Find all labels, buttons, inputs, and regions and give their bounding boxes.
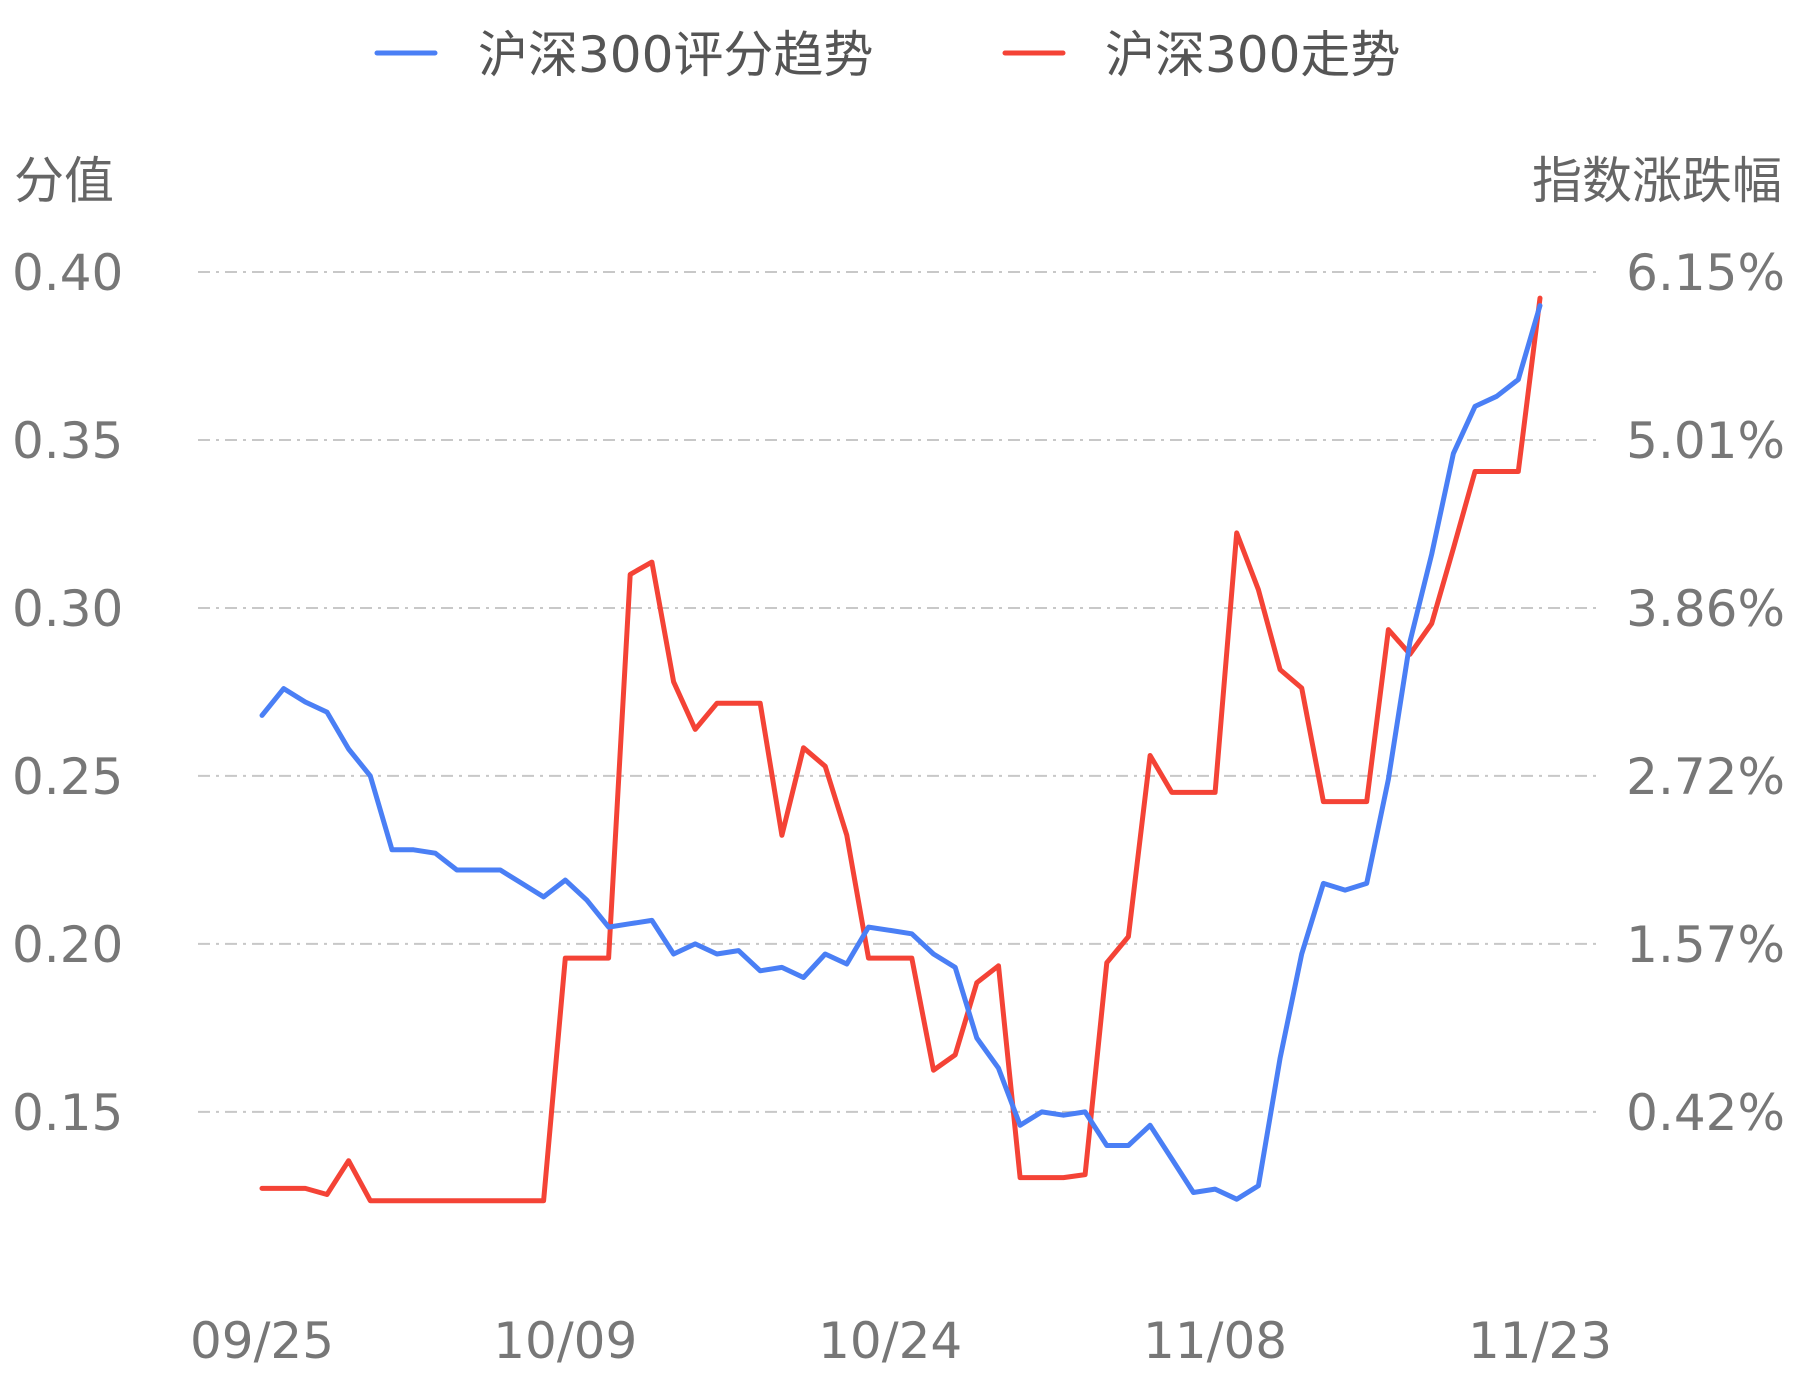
x-tick-label: 10/09 [493, 1312, 637, 1370]
y-axis-left-title: 分值 [14, 152, 114, 210]
y-axis-right-ticks: 6.15% 5.01% 3.86% 2.72% 1.57% 0.42% [1626, 244, 1785, 1142]
x-tick-label: 10/24 [818, 1312, 962, 1370]
x-axis-ticks: 09/25 10/09 10/24 11/08 11/23 [190, 1312, 1612, 1370]
legend-label-index: 沪深300走势 [1105, 26, 1400, 84]
y-axis-right-title: 指数涨跌幅 [1532, 152, 1782, 210]
y-tick-right-label: 6.15% [1626, 244, 1785, 302]
series-line-score [259, 303, 1543, 1202]
y-tick-left-label: 0.30 [12, 580, 123, 638]
y-axis-left-ticks: 0.40 0.35 0.30 0.25 0.20 0.15 [12, 244, 123, 1142]
y-tick-right-label: 2.72% [1626, 748, 1785, 806]
y-tick-left-label: 0.20 [12, 916, 123, 974]
legend-item-index[interactable]: 沪深300走势 [1002, 26, 1400, 84]
y-tick-right-label: 5.01% [1626, 412, 1785, 470]
x-tick-label: 09/25 [190, 1312, 334, 1370]
legend: 沪深300评分趋势 沪深300走势 [374, 26, 1400, 84]
y-tick-right-label: 3.86% [1626, 580, 1785, 638]
y-tick-right-label: 1.57% [1626, 916, 1785, 974]
legend-label-score: 沪深300评分趋势 [478, 26, 873, 84]
y-tick-left-label: 0.15 [12, 1084, 123, 1142]
series-layer [259, 295, 1543, 1204]
series-line-index [259, 295, 1543, 1204]
y-tick-left-label: 0.35 [12, 412, 123, 470]
y-tick-left-label: 0.25 [12, 748, 123, 806]
y-tick-right-label: 0.42% [1626, 1084, 1785, 1142]
y-tick-left-label: 0.40 [12, 244, 123, 302]
legend-item-score[interactable]: 沪深300评分趋势 [374, 26, 873, 84]
grid-layer [198, 271, 1602, 1113]
x-tick-label: 11/08 [1143, 1312, 1287, 1370]
x-tick-label: 11/23 [1468, 1312, 1612, 1370]
